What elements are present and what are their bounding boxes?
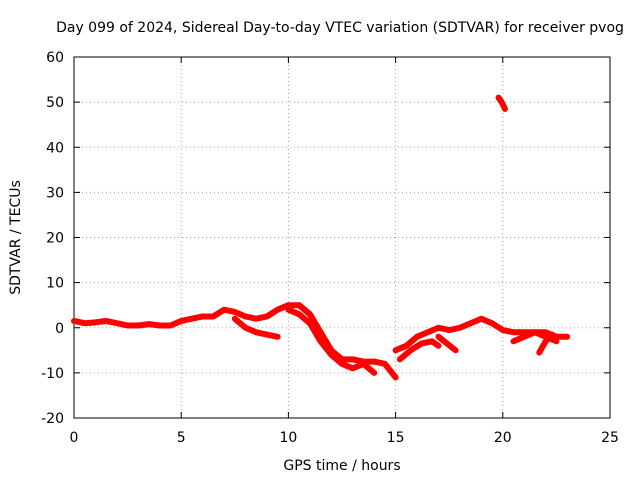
data-point (500, 327, 506, 333)
data-point (536, 350, 542, 356)
data-point (189, 316, 195, 322)
data-point (429, 338, 435, 344)
data-point (275, 334, 281, 340)
data-point (418, 341, 424, 347)
chart-title: Day 099 of 2024, Sidereal Day-to-day VTE… (56, 20, 624, 36)
data-point (135, 322, 141, 328)
data-point (414, 334, 420, 340)
data-point (328, 347, 334, 353)
data-point (285, 302, 291, 308)
data-point (339, 361, 345, 367)
data-point (167, 322, 173, 328)
data-point (393, 347, 399, 353)
data-series (71, 94, 571, 381)
data-point (243, 313, 249, 319)
y-tick-label: -10 (41, 366, 64, 382)
x-axis-label: GPS time / hours (283, 458, 400, 474)
data-point (243, 325, 249, 331)
y-tick-label: 60 (46, 50, 64, 66)
data-point (478, 316, 484, 322)
data-point (444, 341, 450, 347)
data-point (496, 95, 502, 101)
data-point (125, 322, 131, 328)
data-point (446, 327, 452, 333)
grid-lines (74, 57, 610, 418)
y-tick-label: 50 (46, 95, 64, 111)
data-point (253, 329, 259, 335)
data-point (435, 343, 441, 349)
data-point (403, 343, 409, 349)
data-point (435, 334, 441, 340)
y-axis-label: SDTVAR / TECUs (8, 180, 24, 295)
data-point (146, 321, 152, 327)
data-point (553, 338, 559, 344)
x-tick-label: 20 (494, 430, 512, 446)
data-point (457, 325, 463, 331)
axis-ticks: 0 5 10 15 20 25 -20 -10 0 10 20 30 40 50 60 (41, 50, 619, 446)
data-point (511, 329, 517, 335)
data-point (499, 99, 505, 105)
data-point (371, 370, 377, 376)
data-point (435, 325, 441, 331)
data-point (264, 332, 270, 338)
data-point (408, 347, 414, 353)
data-point (393, 374, 399, 380)
data-point (511, 338, 517, 344)
y-tick-label: 40 (46, 140, 64, 156)
data-point (371, 359, 377, 365)
data-point (532, 329, 538, 335)
y-tick-label: -20 (41, 411, 64, 427)
x-tick-label: 25 (601, 430, 619, 446)
data-point (350, 365, 356, 371)
data-point (397, 356, 403, 362)
data-point (382, 361, 388, 367)
data-point (103, 318, 109, 324)
x-tick-label: 0 (70, 430, 79, 446)
y-tick-label: 0 (55, 321, 64, 337)
x-tick-label: 15 (387, 430, 405, 446)
data-point (264, 313, 270, 319)
data-point (253, 316, 259, 322)
data-point (82, 320, 88, 326)
data-point (296, 302, 302, 308)
y-tick-label: 10 (46, 276, 64, 292)
data-point (210, 313, 216, 319)
data-point (453, 347, 459, 353)
data-point (157, 322, 163, 328)
data-point (232, 309, 238, 315)
data-point (318, 329, 324, 335)
data-point (360, 361, 366, 367)
data-point (502, 106, 508, 112)
x-tick-label: 10 (279, 430, 297, 446)
data-point (307, 311, 313, 317)
data-point (543, 338, 549, 344)
x-tick-label: 5 (177, 430, 186, 446)
data-point (296, 311, 302, 317)
data-point (521, 334, 527, 340)
data-point (71, 318, 77, 324)
data-point (178, 318, 184, 324)
data-point (285, 307, 291, 313)
data-point (92, 319, 98, 325)
data-point (200, 313, 206, 319)
data-point (275, 307, 281, 313)
data-point (489, 320, 495, 326)
data-point (549, 332, 555, 338)
data-point (114, 320, 120, 326)
data-point (564, 334, 570, 340)
data-point (350, 356, 356, 362)
data-point (468, 320, 474, 326)
y-tick-label: 20 (46, 231, 64, 247)
data-point (232, 316, 238, 322)
y-tick-label: 30 (46, 185, 64, 201)
data-point (221, 307, 227, 313)
data-point (425, 329, 431, 335)
